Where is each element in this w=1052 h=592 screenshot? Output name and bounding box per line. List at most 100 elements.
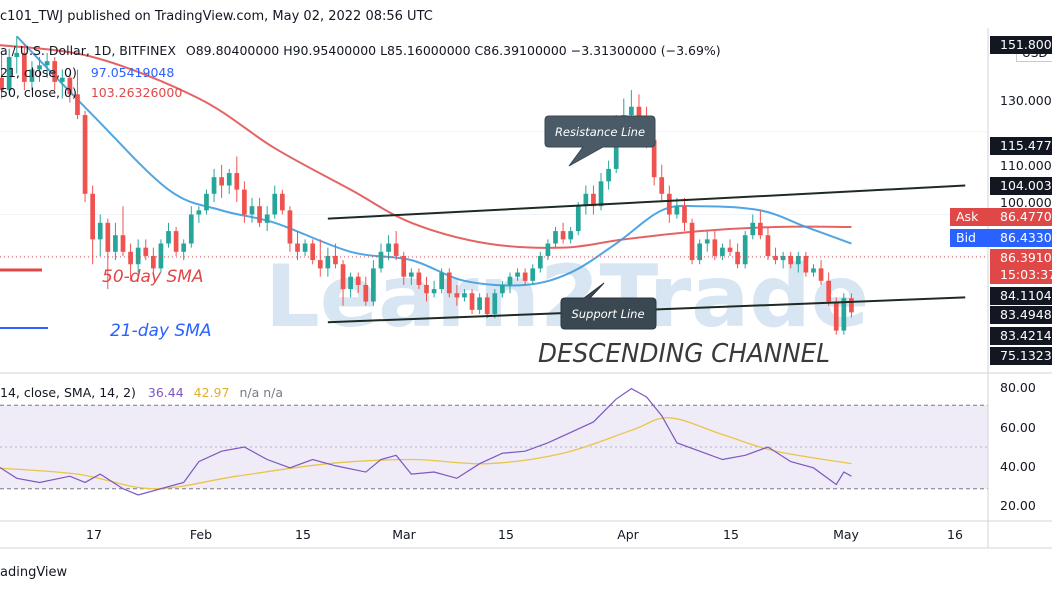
candle-body (204, 193, 209, 211)
candle-body (758, 222, 763, 236)
candle-body (29, 69, 35, 82)
price-grid (0, 131, 988, 257)
time-tick: 15 (723, 527, 739, 542)
candle (720, 243, 725, 261)
candle (803, 251, 809, 277)
candle (82, 110, 88, 203)
candle (818, 260, 824, 285)
time-tick: May (833, 527, 859, 542)
candle-body (150, 255, 156, 269)
resistance-callout[interactable]: Resistance Line (544, 115, 656, 167)
candle (166, 222, 171, 248)
candle (568, 226, 574, 244)
candle-body (583, 193, 589, 207)
rsi-params: 14, close, SMA, 14, 2) (0, 385, 136, 400)
time-tick: Mar (392, 527, 416, 542)
candle-body (416, 272, 422, 285)
support-callout[interactable]: Support Line (560, 282, 657, 330)
candle-body (651, 139, 657, 178)
moving-average-lines (0, 35, 852, 287)
candle-body (750, 222, 756, 236)
candle (773, 247, 778, 265)
price-tick: 100.0000 (1000, 195, 1052, 210)
candle-body (59, 77, 65, 82)
price-tick: 110.0000 (1000, 158, 1052, 173)
candle (416, 268, 422, 290)
sma21-legend[interactable]: 21, close, 0) 97.05419048 (0, 65, 174, 80)
candle-body (302, 243, 308, 252)
candle (537, 251, 543, 273)
candle (750, 214, 756, 240)
candle-body (735, 251, 740, 265)
rsi-sma-value: 42.97 (193, 385, 230, 400)
candle-body (340, 264, 346, 290)
rsi-na-values: n/a n/a (239, 385, 284, 400)
candle-body (439, 272, 445, 290)
resistance-label: Resistance Line (555, 125, 645, 139)
candle-body (833, 301, 839, 331)
candle-body (44, 61, 50, 66)
candle-body (682, 206, 687, 223)
candle (113, 222, 118, 261)
candle-body (52, 61, 58, 82)
sma21-params: 21, close, 0) (0, 65, 77, 80)
candle-body (21, 52, 27, 82)
price-tag: 75.13233 (990, 347, 1052, 365)
candle (826, 272, 832, 306)
bid-price-tag: 86.43300 (990, 229, 1052, 247)
candle-body (257, 206, 262, 223)
candle-body (530, 268, 536, 281)
candle (704, 231, 710, 252)
candle (242, 181, 247, 223)
candle (469, 289, 475, 314)
candle-body (477, 297, 482, 310)
candle (682, 197, 687, 232)
candle (378, 243, 384, 273)
candle-body (720, 247, 725, 256)
candle-body (469, 293, 475, 310)
candle (811, 264, 816, 277)
time-tick: Apr (617, 527, 639, 542)
candle (97, 214, 103, 256)
candle-body (196, 210, 202, 215)
candle (226, 168, 232, 194)
sma50-annotation: 50-day SMA (102, 267, 204, 287)
candle (249, 197, 255, 223)
sma50-value: 103.26326000 (90, 85, 183, 100)
candle (150, 247, 156, 273)
candle-body (173, 231, 179, 252)
rsi-tick: 60.00 (1000, 420, 1036, 435)
candle-body (348, 276, 353, 290)
candle (211, 168, 217, 203)
candle-body (575, 206, 581, 232)
candle (90, 185, 95, 265)
candle (462, 289, 467, 302)
candle (325, 247, 331, 277)
ask-label: Ask (950, 208, 990, 226)
candle (0, 52, 4, 99)
candle-body (454, 293, 460, 298)
ohlc-values: O89.80400000 H90.95400000 L85.16000000 C… (185, 43, 721, 58)
candle-body (515, 272, 520, 277)
candle (105, 218, 111, 290)
candle (560, 222, 566, 244)
candle (355, 272, 361, 294)
candle-body (242, 189, 247, 215)
candle-body (689, 222, 695, 261)
sma50-legend[interactable]: 50, close, 0) 103.26326000 (0, 85, 182, 100)
candle-body (128, 251, 133, 265)
rsi-legend[interactable]: 14, close, SMA, 14, 2) 36.44 42.97 n/a n… (0, 385, 283, 400)
candle-body (325, 255, 331, 269)
candle (500, 280, 505, 298)
candle-body (249, 206, 255, 215)
candle (29, 61, 35, 91)
candle (795, 251, 801, 273)
footer-brand[interactable]: adingView (0, 565, 68, 580)
candle-body (135, 247, 141, 265)
candle-body (704, 239, 710, 244)
time-tick: Feb (189, 527, 213, 542)
candle (659, 164, 665, 203)
candle (196, 206, 202, 223)
